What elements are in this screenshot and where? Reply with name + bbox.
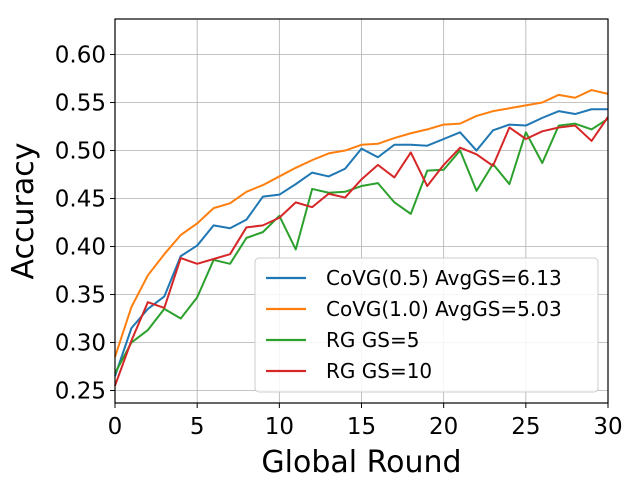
- legend-label: CoVG(0.5) AvgGS=6.13: [326, 266, 562, 290]
- y-tick-label: 0.55: [55, 91, 106, 117]
- series-layer: [114, 89, 609, 387]
- legend-label: RG GS=5: [326, 328, 419, 352]
- legend-label: RG GS=10: [326, 359, 432, 383]
- axis-ticks: 0 5 10 15 20 25 30 0.25 0.30 0.35 0.40 0.45 0.50 0.55…: [55, 43, 623, 440]
- x-tick-label: 30: [593, 414, 622, 440]
- series-line-2: [114, 89, 609, 358]
- y-tick-label: 0.30: [55, 331, 106, 357]
- series-line-4: [114, 116, 609, 387]
- y-tick-label: 0.60: [55, 43, 106, 69]
- y-tick-label: 0.45: [55, 187, 106, 213]
- x-axis-label: Global Round: [261, 445, 461, 480]
- x-tick-label: 0: [108, 414, 123, 440]
- y-tick-label: 0.25: [55, 379, 106, 405]
- x-tick-label: 20: [429, 414, 458, 440]
- series-line-1: [114, 108, 608, 377]
- y-axis-label: Accuracy: [6, 143, 41, 280]
- legend-box: [254, 257, 599, 393]
- y-tick-label: 0.50: [55, 139, 106, 165]
- x-tick-label: 25: [511, 414, 540, 440]
- x-tick-label: 15: [347, 414, 376, 440]
- y-tick-label: 0.40: [55, 235, 106, 261]
- x-tick-label: 5: [190, 414, 205, 440]
- x-tick-label: 10: [265, 414, 294, 440]
- legend-label: CoVG(1.0) AvgGS=5.03: [326, 297, 562, 321]
- y-tick-label: 0.35: [55, 283, 106, 309]
- legend: CoVG(0.5) AvgGS=6.13 CoVG(1.0) AvgGS=5.03…: [254, 257, 599, 393]
- series-line-3: [114, 117, 609, 374]
